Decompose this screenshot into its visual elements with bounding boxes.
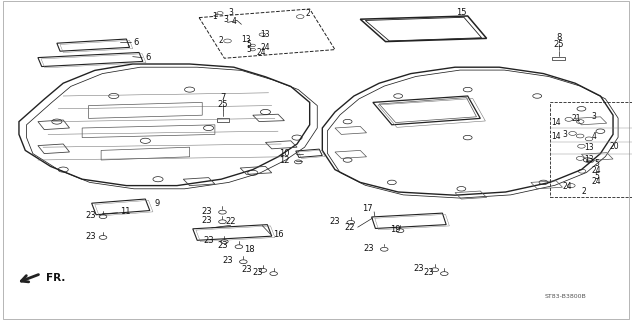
- Text: 4: 4: [592, 132, 597, 141]
- Text: 5: 5: [246, 40, 251, 49]
- Text: 12: 12: [279, 156, 289, 165]
- Text: 23: 23: [218, 241, 228, 250]
- Text: 23: 23: [330, 217, 340, 226]
- Text: 10: 10: [279, 149, 289, 158]
- Text: 3: 3: [592, 112, 597, 121]
- Text: 23: 23: [414, 264, 424, 273]
- Text: 24: 24: [592, 166, 602, 175]
- Text: FR.: FR.: [46, 273, 65, 283]
- Text: 23: 23: [423, 268, 434, 277]
- Text: 24: 24: [260, 43, 270, 52]
- Text: 23: 23: [253, 268, 263, 277]
- Text: 24: 24: [257, 48, 267, 57]
- Text: 2: 2: [219, 36, 224, 45]
- Text: 24: 24: [562, 182, 572, 191]
- Text: 23: 23: [202, 207, 212, 216]
- Text: 4: 4: [231, 17, 236, 26]
- Text: 22: 22: [345, 223, 355, 232]
- Text: 6: 6: [146, 53, 151, 62]
- Text: 18: 18: [245, 245, 255, 254]
- Text: 8: 8: [556, 33, 561, 42]
- Text: 23: 23: [204, 236, 214, 245]
- Text: 13: 13: [584, 143, 594, 152]
- Text: 25: 25: [218, 100, 228, 108]
- Text: 5: 5: [594, 172, 599, 180]
- Text: 3: 3: [562, 130, 567, 139]
- Text: 13: 13: [584, 155, 594, 164]
- Text: 23: 23: [242, 265, 252, 274]
- Text: 9: 9: [154, 199, 159, 208]
- Text: 5: 5: [594, 159, 599, 168]
- Text: 6: 6: [133, 38, 138, 47]
- Text: 25: 25: [554, 40, 564, 49]
- Text: 11: 11: [120, 207, 130, 216]
- Text: 15: 15: [456, 8, 466, 17]
- Text: 7: 7: [221, 93, 226, 102]
- Text: 21: 21: [571, 114, 581, 123]
- Text: 3: 3: [224, 15, 229, 24]
- Text: 1: 1: [212, 12, 217, 20]
- Text: 23: 23: [85, 232, 95, 241]
- Text: 17: 17: [363, 204, 373, 213]
- Text: 5: 5: [246, 45, 251, 54]
- Text: 23: 23: [363, 244, 374, 253]
- Text: 13: 13: [260, 30, 270, 39]
- Text: 19: 19: [390, 225, 400, 234]
- Text: 14: 14: [551, 132, 561, 140]
- Text: 2: 2: [581, 188, 586, 196]
- Text: 16: 16: [273, 230, 283, 239]
- Text: 23: 23: [202, 216, 212, 225]
- Text: 23: 23: [85, 212, 95, 220]
- Text: 22: 22: [226, 217, 236, 226]
- Text: 3: 3: [229, 8, 234, 17]
- Text: 2: 2: [305, 9, 310, 18]
- Text: 23: 23: [222, 256, 233, 265]
- Text: 13: 13: [241, 35, 252, 44]
- Text: ST83-B3800B: ST83-B3800B: [545, 294, 586, 300]
- Text: 20: 20: [609, 142, 619, 151]
- Text: 24: 24: [592, 177, 602, 186]
- Text: 14: 14: [551, 118, 561, 127]
